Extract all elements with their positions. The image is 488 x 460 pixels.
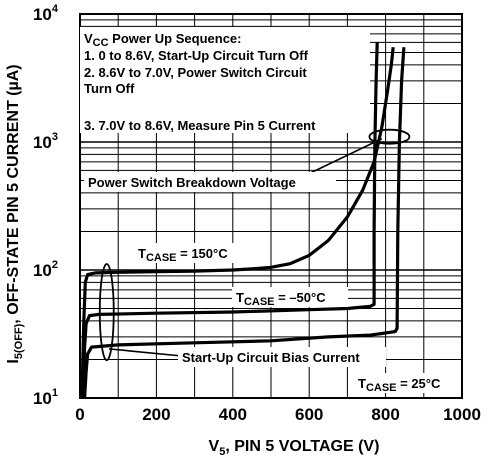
x-tick-label: 0 — [75, 405, 84, 424]
annotation-shapes — [98, 128, 411, 362]
case-label-25: TCASE = 25°C — [358, 376, 441, 394]
sequence-line-2: 2. 8.6V to 7.0V, Power Switch Circuit — [84, 65, 307, 80]
y-tick-label: 102 — [33, 259, 58, 280]
breakdown-label: Power Switch Breakdown Voltage — [88, 175, 296, 190]
y-tick-labels: 101 102 103 104 — [33, 3, 59, 408]
case-label-minus50: TCASE = –50°C — [236, 290, 326, 308]
series-line-1 — [81, 42, 379, 399]
x-tick-label: 200 — [142, 405, 170, 424]
sequence-line-1: 1. 0 to 8.6V, Start-Up Circuit Turn Off — [84, 48, 309, 63]
y-tick-label: 103 — [33, 131, 58, 152]
sequence-annotation: VCC Power Up Sequence: 1. 0 to 8.6V, Sta… — [80, 27, 370, 133]
sequence-line-4: 3. 7.0V to 8.6V, Measure Pin 5 Current — [84, 118, 316, 133]
x-tick-label: 800 — [371, 405, 399, 424]
y-axis-label: I5(OFF), OFF-STATE PIN 5 CURRENT (µA) — [5, 64, 25, 363]
sequence-line-3: Turn Off — [84, 81, 135, 96]
breakdown-ellipse — [368, 128, 411, 145]
bias-ellipse — [98, 263, 115, 362]
series-layer — [80, 42, 406, 399]
breakdown-arrow — [299, 137, 383, 179]
case-label-150: TCASE = 150°C — [138, 246, 228, 264]
y-tick-label: 101 — [33, 387, 58, 408]
bias-label: Start-Up Circuit Bias Current — [182, 350, 360, 365]
x-axis-label: V5, PIN 5 VOLTAGE (V) — [209, 438, 380, 458]
x-tick-label: 400 — [219, 405, 247, 424]
x-tick-label: 600 — [295, 405, 323, 424]
x-tick-labels: 0 200 400 600 800 1000 — [75, 405, 481, 424]
y-tick-label: 104 — [33, 3, 59, 24]
series-line-0 — [80, 47, 395, 399]
sequence-title: VCC Power Up Sequence: — [84, 31, 241, 49]
plot-frame — [79, 13, 463, 399]
x-tick-label: 1000 — [443, 405, 481, 424]
series-line-2 — [83, 47, 406, 399]
bias-arrow — [108, 348, 183, 357]
